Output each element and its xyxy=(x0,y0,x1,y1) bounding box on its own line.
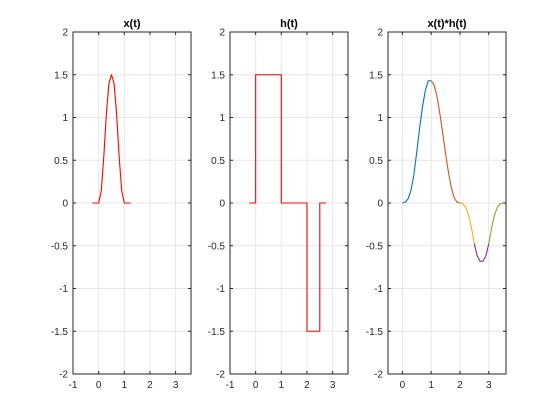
subplot-h-t: h(t) -1 0 1 2 3 -2 -1.5 -1 -0.5 0 0.5 1 1.5 2 xyxy=(208,18,349,391)
series-line-0 xyxy=(92,74,131,204)
y-tick-label: -1 xyxy=(59,284,68,295)
series-line-4 xyxy=(488,202,504,245)
y-tick-label: 0.5 xyxy=(369,156,383,167)
x-tick-label: 2 xyxy=(304,380,310,391)
y-tick-label: 1.5 xyxy=(54,70,68,81)
y-tick-label: -0.5 xyxy=(366,241,384,252)
y-tick-label: 1 xyxy=(219,113,225,124)
subplot-title: h(t) xyxy=(280,18,298,30)
series-line-0 xyxy=(249,74,327,332)
x-tick-label: 1 xyxy=(428,380,434,391)
subplot-x-t: x(t) -1 0 1 2 3 -2 -1.5 -1 -0.5 0 0.5 1 1.5 2 xyxy=(51,18,192,391)
y-tick-label: 1 xyxy=(377,113,383,124)
subplot-title: x(t)*h(t) xyxy=(427,18,466,30)
y-tick-label: 0 xyxy=(377,199,383,210)
y-tick-label: -0.5 xyxy=(51,241,69,252)
x-tick-label: 0 xyxy=(253,380,259,391)
y-tick-label: 1.5 xyxy=(369,70,383,81)
series-line-1 xyxy=(430,80,461,204)
y-tick-label: -1.5 xyxy=(366,327,384,338)
x-tick-label: 3 xyxy=(486,380,492,391)
y-tick-label: -2 xyxy=(374,370,383,381)
y-tick-label: 2 xyxy=(219,28,225,39)
x-tick-label: 1 xyxy=(122,380,128,391)
y-tick-label: 1 xyxy=(62,113,68,124)
y-tick-label: -1 xyxy=(216,284,225,295)
y-tick-label: 0.5 xyxy=(211,156,225,167)
y-tick-label: 2 xyxy=(377,28,383,39)
subplot-convolution: x(t)*h(t) 0 1 2 3 -2 -1.5 -1 -0.5 0 0.5 1 1.5 2 xyxy=(366,18,507,391)
y-tick-label: -2 xyxy=(216,370,225,381)
y-tick-label: 2 xyxy=(62,28,68,39)
x-tick-label: -1 xyxy=(226,380,235,391)
y-tick-label: 0.5 xyxy=(54,156,68,167)
series-line-3 xyxy=(473,243,490,262)
series-line-2 xyxy=(459,202,475,245)
series-line-0 xyxy=(402,80,432,204)
x-tick-label: 0 xyxy=(400,380,406,391)
y-tick-label: -2 xyxy=(59,370,68,381)
x-tick-label: -1 xyxy=(69,380,78,391)
y-tick-label: 1.5 xyxy=(211,70,225,81)
x-tick-label: 1 xyxy=(279,380,285,391)
y-tick-label: 0 xyxy=(219,199,225,210)
x-tick-label: 3 xyxy=(173,380,179,391)
x-tick-label: 3 xyxy=(330,380,336,391)
y-tick-label: -1.5 xyxy=(51,327,69,338)
y-tick-label: -1 xyxy=(374,284,383,295)
y-tick-label: -1.5 xyxy=(208,327,226,338)
x-tick-label: 0 xyxy=(96,380,102,391)
x-tick-label: 2 xyxy=(147,380,153,391)
y-tick-label: 0 xyxy=(62,199,68,210)
subplot-title: x(t) xyxy=(123,18,140,30)
x-tick-label: 2 xyxy=(457,380,463,391)
y-tick-label: -0.5 xyxy=(208,241,226,252)
